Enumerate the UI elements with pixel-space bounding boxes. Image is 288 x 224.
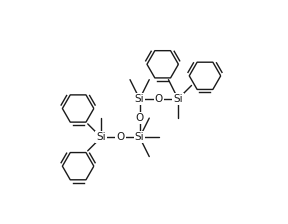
Text: Si: Si [135, 94, 145, 104]
Text: O: O [116, 132, 124, 142]
Text: Si: Si [173, 94, 183, 104]
Text: Si: Si [135, 132, 145, 142]
Text: O: O [155, 94, 163, 104]
Text: Si: Si [96, 132, 106, 142]
Text: O: O [136, 113, 144, 123]
